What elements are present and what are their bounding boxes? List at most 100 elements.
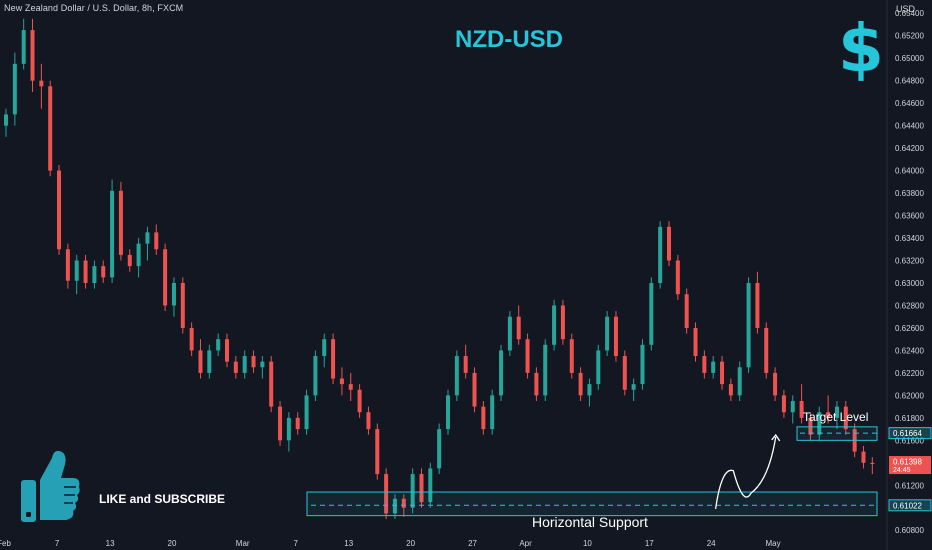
candle — [490, 389, 495, 435]
price-tick-label: 0.64800 — [895, 77, 924, 86]
price-tick-label: 0.63800 — [895, 189, 924, 198]
candle — [428, 462, 433, 508]
candle — [30, 18, 35, 92]
candle-body — [543, 344, 548, 396]
candle — [286, 412, 291, 452]
candle-body — [552, 305, 557, 345]
candle — [260, 356, 265, 379]
candle-body — [366, 412, 371, 430]
candle — [649, 277, 654, 351]
candle — [171, 277, 176, 317]
candle — [799, 384, 804, 424]
price-tick-label: 0.62600 — [895, 324, 924, 333]
candle-body — [57, 170, 62, 250]
time-axis[interactable]: Feb 7 13 20 Mar 7 13 20 27 Apr 10 17 24 May — [0, 539, 781, 548]
candle-body — [180, 282, 185, 328]
time-tick-label: 20 — [406, 539, 415, 548]
candle-body — [790, 400, 795, 413]
time-tick-label: Mar — [236, 539, 250, 548]
candle — [516, 305, 521, 345]
candle-body — [127, 254, 132, 267]
candle — [622, 350, 627, 396]
price-label-text: 0.61398 — [893, 458, 922, 467]
candle-body — [83, 260, 88, 283]
price-tick-label: 0.64200 — [895, 144, 924, 153]
candle-body — [260, 361, 265, 368]
candle-body — [286, 417, 291, 441]
candle-body — [622, 356, 627, 390]
time-tick-label: 24 — [707, 539, 716, 548]
candle — [322, 333, 327, 368]
candle — [12, 52, 17, 126]
candle-body — [198, 350, 203, 373]
candle — [843, 400, 848, 435]
candle-body — [419, 474, 424, 503]
candle — [605, 311, 610, 357]
countdown-text: 24:45 — [893, 467, 911, 474]
candle-body — [216, 339, 221, 351]
candle-body — [384, 474, 389, 514]
candle-body — [720, 361, 725, 385]
annotation-layer — [306, 426, 878, 517]
candle — [481, 400, 486, 435]
candle-body — [304, 395, 309, 430]
candle-body — [578, 372, 583, 396]
time-tick-label: Apr — [519, 539, 532, 548]
candle — [454, 350, 459, 401]
candle-body — [649, 282, 654, 345]
candle-body — [516, 316, 521, 340]
candle — [145, 226, 150, 261]
candle-body — [322, 339, 327, 357]
price-tick-label: 0.62000 — [895, 391, 924, 400]
candle-body — [613, 316, 618, 357]
candle-body — [684, 294, 689, 328]
candle — [631, 378, 636, 401]
candle-body — [481, 406, 486, 430]
candle — [163, 243, 168, 312]
candle-body — [392, 498, 397, 514]
price-tick-label: 0.64000 — [895, 167, 924, 176]
price-tick-label: 0.63400 — [895, 234, 924, 243]
candle — [313, 350, 318, 401]
candle — [702, 350, 707, 379]
price-tick-label: 0.60800 — [895, 526, 924, 535]
price-tick-label: 0.65200 — [895, 32, 924, 41]
candle — [817, 406, 822, 441]
candle-body — [808, 417, 813, 435]
candle — [366, 406, 371, 435]
candle — [658, 221, 663, 289]
candle-body — [755, 282, 760, 328]
candle — [446, 389, 450, 435]
price-tick-label: 0.62200 — [895, 369, 924, 378]
candle-body — [667, 226, 671, 261]
candle — [101, 260, 106, 283]
candle-body — [401, 498, 406, 508]
candle — [861, 445, 866, 469]
candle — [667, 221, 671, 267]
candle — [384, 468, 389, 520]
price-label-text: 0.61664 — [893, 429, 922, 438]
candle — [251, 350, 256, 373]
candle-body — [834, 406, 839, 418]
price-tick-label: 0.63000 — [895, 279, 924, 288]
candle — [74, 254, 79, 295]
target-level-label: Target Level — [803, 410, 869, 424]
candle-body — [145, 232, 150, 244]
candle — [48, 80, 53, 177]
candle — [781, 389, 786, 418]
candle — [304, 389, 309, 435]
candle — [764, 322, 769, 379]
candle — [225, 333, 229, 368]
candle — [684, 288, 689, 334]
candle-body — [817, 412, 822, 435]
candle-body — [339, 378, 344, 385]
candle-body — [587, 384, 592, 396]
price-tick-label: 0.61200 — [895, 481, 924, 490]
candle — [675, 254, 680, 300]
candle — [233, 356, 238, 379]
price-label-box — [889, 456, 931, 475]
candle — [755, 271, 760, 334]
price-axis[interactable]: 0.65400 0.65200 0.65000 0.64800 0.64600 0.644… — [886, 0, 932, 550]
candle-body — [534, 372, 539, 396]
